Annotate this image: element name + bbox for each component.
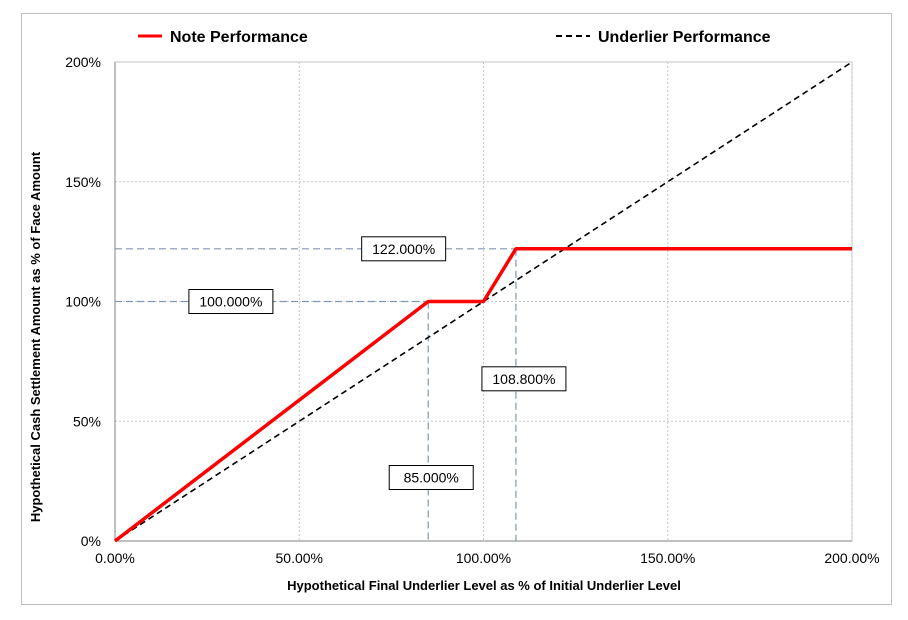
x-tick-label: 50.00% — [276, 550, 323, 566]
x-tick-label: 150.00% — [640, 550, 695, 566]
series-line-underlier-performance — [114, 61, 853, 542]
tick-layer: 0.00% 50.00% 100.00% 150.00% 200.00% 0% 50% 100… — [65, 54, 879, 566]
x-tick-label: 0.00% — [95, 550, 135, 566]
annotation-label: 100.000% — [199, 294, 262, 310]
annotation-100-000-horizontal: 100.000% — [188, 289, 274, 314]
y-axis-title: Hypothetical Cash Settlement Amount as %… — [28, 151, 43, 522]
series-layer — [113, 61, 853, 543]
legend-label-underlier-performance: Underlier Performance — [598, 29, 771, 46]
chart-frame — [21, 13, 892, 605]
annotation-box — [388, 465, 474, 490]
annotation-122-000-horizontal: 122.000% — [361, 236, 447, 262]
annotation-box — [361, 236, 447, 262]
y-tick-label: 0% — [81, 533, 101, 549]
y-tick-label: 150% — [65, 174, 101, 190]
x-axis-title: Hypothetical Final Underlier Level as % … — [287, 578, 681, 593]
x-tick-label: 200.00% — [824, 550, 879, 566]
annotation-box — [481, 366, 567, 392]
legend-label-note-performance: Note Performance — [170, 29, 308, 46]
series-line-note-performance — [113, 247, 852, 543]
annotation-layer: 122.000% 100.000% 108.800% 85.000% — [188, 236, 567, 490]
annotation-108-800-vertical: 108.800% — [481, 366, 567, 392]
annotation-label: 122.000% — [372, 241, 435, 257]
y-tick-label: 50% — [73, 413, 101, 429]
annotation-box — [188, 289, 274, 314]
legend: Note Performance Underlier Performance — [138, 29, 771, 46]
annotation-label: 85.000% — [404, 470, 459, 486]
y-tick-label: 100% — [65, 294, 101, 310]
y-tick-label: 200% — [65, 54, 101, 70]
annotation-85-000-vertical: 85.000% — [388, 465, 474, 490]
x-tick-label: 100.00% — [456, 550, 511, 566]
annotation-label: 108.800% — [492, 371, 555, 387]
